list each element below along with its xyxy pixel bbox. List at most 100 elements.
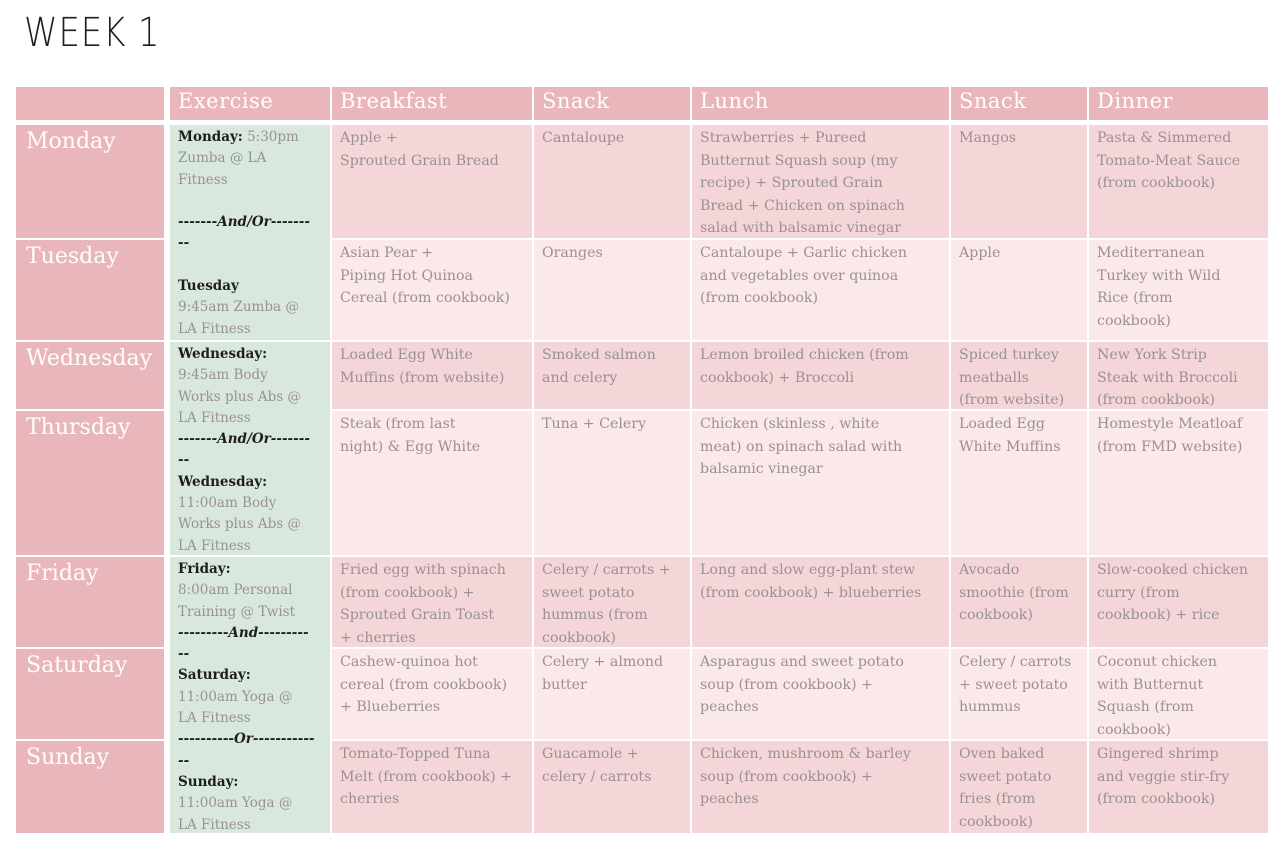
separator-text: -- [178, 752, 190, 769]
lunch-cell: Lemon broiled chicken (from cookbook) + B… [692, 342, 949, 409]
lunch-line: soup (from cookbook) + [700, 676, 873, 693]
column-header: Snack [951, 87, 1087, 120]
exercise-text: Zumba @ LA [178, 150, 267, 167]
dinner-line: and veggie stir-fry [1097, 768, 1230, 785]
dinner-line: Pasta & Simmered [1097, 130, 1232, 146]
exercise-line: -- [178, 644, 322, 665]
lunch-line: Lemon broiled chicken (from [700, 347, 909, 363]
exercise-text: Works plus Abs @ [178, 388, 301, 405]
dinner-line: curry (from [1097, 584, 1180, 601]
snack-line: cookbook) [542, 629, 616, 646]
exercise-line [178, 255, 322, 276]
snack-2-cell: Mangos [951, 125, 1087, 238]
breakfast-cell: Asian Pear + Piping Hot Quinoa Cereal (fro… [332, 240, 532, 340]
dinner-line: Tomato-Meat Sauce [1097, 152, 1241, 169]
exercise-day: Wednesday: [178, 346, 268, 362]
snack-2-line: Apple [959, 245, 1001, 261]
dinner-line: with Butternut [1097, 676, 1204, 693]
exercise-line: ---------And--------- [178, 623, 322, 644]
lunch-cell: Chicken, mushroom & barley soup (from coo… [692, 741, 949, 833]
dinner-line: (from cookbook) [1097, 791, 1215, 807]
snack-cell: Cantaloupe [534, 125, 690, 238]
snack-2-line: meatballs [959, 369, 1029, 386]
exercise-text: 5:30pm [242, 129, 299, 145]
dinner-line: Homestyle Meatloaf [1097, 416, 1243, 432]
breakfast-line: Sprouted Grain Toast [340, 607, 495, 623]
day-label: Sunday [16, 741, 164, 833]
separator-text: ---------And--------- [178, 624, 309, 641]
breakfast-line: Cereal (from cookbook) [340, 290, 510, 306]
breakfast-cell: Steak (from last night) & Egg White [332, 411, 532, 555]
exercise-text: LA Fitness [178, 537, 251, 554]
exercise-line: 11:00am Yoga @ [178, 793, 322, 814]
snack-2-cell: Celery / carrots + sweet potato hummus [951, 649, 1087, 739]
exercise-text: 11:00am Yoga @ [178, 688, 293, 705]
day-label: Tuesday [16, 240, 164, 340]
lunch-line: soup (from cookbook) + [700, 768, 873, 785]
lunch-line: Long and slow egg-plant stew [700, 562, 916, 578]
snack-2-line: Oven baked [959, 746, 1045, 762]
separator-text: -- [178, 452, 190, 469]
snack-2-line: smoothie (from [959, 584, 1069, 601]
snack-line: Oranges [542, 245, 603, 261]
lunch-cell: Strawberries + Pureed Butternut Squash so… [692, 125, 949, 238]
exercise-day: Wednesday: [178, 473, 268, 490]
exercise-line: 9:45am Body [178, 365, 322, 386]
dinner-line: Turkey with Wild [1097, 267, 1221, 284]
breakfast-line: cherries [340, 791, 400, 807]
breakfast-line: Asian Pear + [340, 245, 434, 261]
breakfast-cell: Cashew-quinoa hot cereal (from cookbook) +… [332, 649, 532, 739]
breakfast-line: Melt (from cookbook) + [340, 768, 513, 785]
exercise-line: 9:45am Zumba @ [178, 297, 322, 318]
column-header: Lunch [692, 87, 949, 120]
snack-2-cell: Apple [951, 240, 1087, 340]
snack-2-line: cookbook) [959, 813, 1033, 830]
day-label: Saturday [16, 649, 164, 739]
snack-cell: Guacamole + celery / carrots [534, 741, 690, 833]
exercise-line: Sunday: [178, 772, 322, 793]
dinner-line: (from FMD website) [1097, 438, 1243, 455]
dinner-cell: Pasta & Simmered Tomato-Meat Sauce (from c… [1089, 125, 1268, 238]
exercise-text: LA Fitness [178, 710, 251, 727]
lunch-cell: Cantaloupe + Garlic chicken and vegetable… [692, 240, 949, 340]
exercise-line: LA Fitness [178, 408, 322, 429]
day-label: Monday [16, 125, 164, 238]
dinner-line: cookbook) + rice [1097, 607, 1220, 623]
exercise-cell: Wednesday: 9:45am Body Works plus Abs @ LA … [170, 342, 330, 555]
exercise-text: 11:00am Yoga @ [178, 795, 293, 812]
breakfast-cell: Loaded Egg White Muffins (from website) [332, 342, 532, 409]
dinner-line: Slow-cooked chicken [1097, 562, 1249, 578]
header-corner [16, 87, 164, 120]
dinner-cell: Slow-cooked chicken curry (from cookbook) … [1089, 557, 1268, 647]
exercise-line: 11:00am Body [178, 493, 322, 514]
dinner-line: Gingered shrimp [1097, 746, 1219, 762]
separator-text: -- [178, 646, 190, 663]
dinner-line: cookbook) [1097, 721, 1171, 738]
exercise-line: Training @ Twist [178, 602, 322, 623]
exercise-line: Monday: 5:30pm [178, 127, 322, 148]
snack-line: butter [542, 676, 587, 693]
lunch-line: Chicken, mushroom & barley [700, 746, 911, 762]
snack-line: Celery + almond [542, 654, 664, 670]
lunch-line: peaches [700, 791, 759, 807]
lunch-line: recipe) + Sprouted Grain [700, 175, 883, 191]
exercise-text: Works plus Abs @ [178, 516, 301, 533]
exercise-day: Sunday: [178, 773, 239, 790]
exercise-day: Friday: [178, 561, 231, 577]
snack-2-cell: Loaded Egg White Muffins [951, 411, 1087, 555]
breakfast-cell: Apple + Sprouted Grain Bread [332, 125, 532, 238]
breakfast-line: Muffins (from website) [340, 369, 505, 386]
exercise-line: Wednesday: [178, 472, 322, 493]
dinner-line: Squash (from [1097, 699, 1194, 715]
separator-text: ----------Or----------- [178, 731, 315, 748]
column-header: Breakfast [332, 87, 532, 120]
separator-text: -------And/Or------- [178, 214, 310, 231]
dinner-line: (from cookbook) [1097, 175, 1215, 191]
day-label: Friday [16, 557, 164, 647]
breakfast-line: Sprouted Grain Bread [340, 152, 499, 169]
lunch-line: peaches [700, 699, 759, 715]
snack-cell: Celery / carrots + sweet potato hummus (fr… [534, 557, 690, 647]
exercise-text: 9:45am Body [178, 367, 268, 384]
exercise-line: LA Fitness [178, 708, 322, 729]
dinner-cell: Gingered shrimp and veggie stir-fry (from … [1089, 741, 1268, 833]
